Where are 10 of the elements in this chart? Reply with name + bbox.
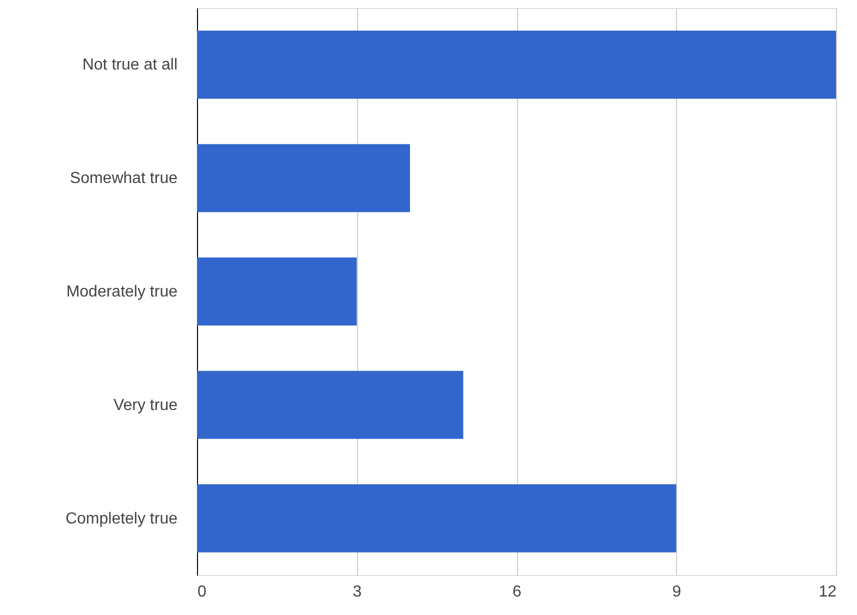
- y-tick-label: Somewhat true: [70, 170, 178, 188]
- x-tick-label: 9: [672, 584, 682, 600]
- x-tick-label: 12: [818, 584, 837, 600]
- y-tick-label: Completely true: [65, 510, 178, 528]
- x-tick-label: 3: [352, 584, 362, 600]
- y-tick-label: Very true: [113, 396, 178, 414]
- x-tick-label: 0: [198, 584, 206, 600]
- x-tick-label: 6: [512, 584, 522, 600]
- y-tick-label: Moderately true: [66, 284, 178, 300]
- y-tick-label: Not true at all: [82, 56, 178, 74]
